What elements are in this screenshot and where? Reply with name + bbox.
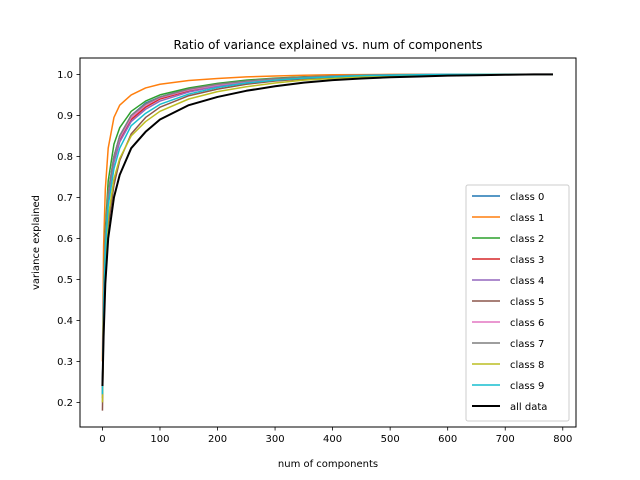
plot-frame — [79, 57, 577, 428]
y-tick-label: 0.3 — [57, 357, 73, 368]
series-line-class-9 — [101, 73, 553, 395]
legend-label: class 3 — [510, 255, 544, 266]
x-tick-label: 300 — [266, 434, 285, 445]
y-axis-label: variance explained — [31, 195, 42, 290]
legend-label: class 0 — [510, 192, 544, 203]
legend-label: class 2 — [510, 234, 544, 245]
y-tick-label: 1.0 — [57, 70, 73, 81]
x-tick-label: 100 — [150, 434, 169, 445]
legend-label: class 6 — [510, 318, 544, 329]
series-line-all-data — [101, 73, 553, 387]
y-tick-label: 0.8 — [57, 152, 73, 163]
legend: class 0 class 1 class 2 class 3 class 4 class… — [465, 184, 570, 422]
x-tick-label: 800 — [553, 434, 572, 445]
x-axis: 0 100 200 300 400 500 600 700 800 — [99, 427, 572, 445]
legend-label: all data — [510, 402, 547, 413]
x-tick-label: 700 — [496, 434, 515, 445]
x-tick-label: 200 — [208, 434, 227, 445]
x-axis-label: num of components — [278, 459, 378, 470]
legend-label: class 8 — [510, 360, 544, 371]
legend-label: class 9 — [510, 381, 544, 392]
y-tick-label: 0.7 — [57, 193, 73, 204]
y-tick-label: 0.4 — [57, 316, 73, 327]
legend-label: class 4 — [510, 276, 544, 287]
y-axis: 0.2 0.3 0.4 0.5 0.6 0.7 0.8 0.9 1.0 — [57, 70, 80, 409]
x-tick-label: 500 — [381, 434, 400, 445]
y-tick-label: 0.2 — [57, 398, 73, 409]
plot-series — [101, 73, 553, 411]
legend-box — [465, 184, 570, 422]
legend-label: class 5 — [510, 297, 544, 308]
y-tick-label: 0.5 — [57, 275, 73, 286]
y-tick-label: 0.6 — [57, 234, 73, 245]
x-tick-label: 0 — [99, 434, 105, 445]
chart-title: Ratio of variance explained vs. num of c… — [173, 38, 482, 52]
x-tick-label: 400 — [323, 434, 342, 445]
x-tick-label: 600 — [438, 434, 457, 445]
y-tick-label: 0.9 — [57, 111, 73, 122]
legend-label: class 1 — [510, 213, 544, 224]
legend-label: class 7 — [510, 339, 544, 350]
